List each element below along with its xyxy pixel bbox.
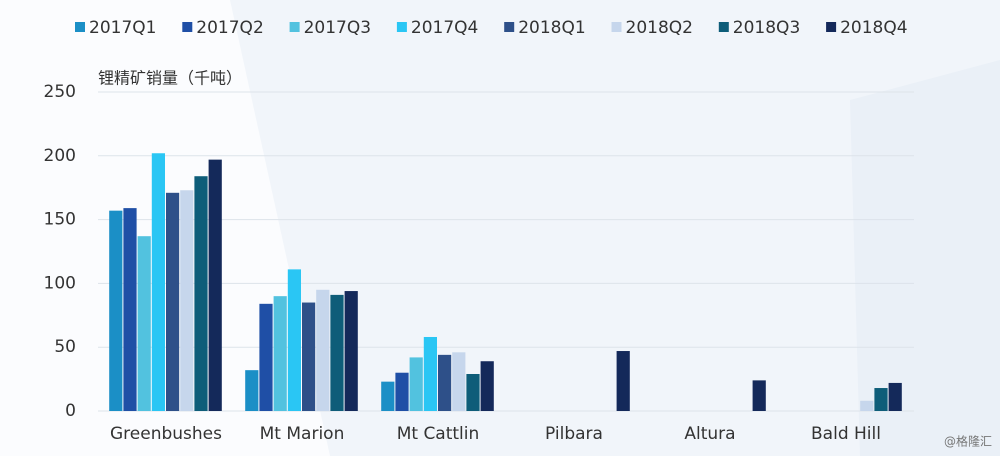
bar [381,381,395,411]
legend-swatch [826,22,837,32]
bar [438,354,452,411]
background-shape [230,0,1000,456]
bar [273,296,287,411]
x-tick-label: Greenbushes [110,424,222,444]
legend-label: 2017Q3 [304,18,371,38]
bar [287,269,301,411]
bar [752,380,766,411]
x-tick-label: Bald Hill [811,424,881,444]
legend-swatch [396,22,407,32]
y-tick-label: 0 [65,401,76,421]
bar [123,208,137,411]
x-tick-label: Mt Marion [260,424,345,444]
legend-label: 2018Q2 [626,18,693,38]
legend-swatch [75,22,85,32]
legend-label: 2018Q1 [518,18,585,38]
bar [860,400,874,411]
legend-label: 2017Q1 [89,18,156,38]
legend-swatch [182,22,193,32]
bar [344,291,358,411]
y-tick-label: 200 [44,146,76,166]
bar [302,302,316,411]
bar [151,153,165,412]
bar [423,336,437,411]
legend-label: 2017Q4 [411,18,478,38]
bar [208,159,222,411]
x-tick-label: Altura [684,424,735,444]
bar [395,372,409,411]
legend-swatch [289,22,300,32]
bar [137,236,151,411]
legend-swatch [504,22,515,32]
bar [166,192,180,411]
y-tick-label: 250 [44,82,76,102]
bar [180,190,194,411]
bar [452,352,466,411]
x-tick-label: Mt Cattlin [397,424,480,444]
y-tick-label: 50 [54,337,76,357]
bar [616,351,630,411]
legend-label: 2018Q4 [840,18,907,38]
watermark: @格隆汇 [944,434,992,449]
y-tick-label: 150 [44,210,76,230]
legend-label: 2017Q2 [196,18,263,38]
bar [259,303,273,411]
legend-swatch [611,22,622,32]
bar [316,289,330,411]
bar [109,210,123,411]
bar [480,361,494,411]
legend-swatch [718,22,729,32]
x-tick-label: Pilbara [545,424,603,444]
y-tick-label: 100 [44,273,76,293]
bar [330,294,344,411]
legend-label: 2018Q3 [733,18,800,38]
bar [874,388,888,411]
bar [466,373,480,411]
bar [194,176,208,411]
bar [409,357,423,411]
y-axis-label: 锂精矿销量（千吨） [98,69,242,88]
background-shape [850,60,1000,456]
bar [888,382,902,411]
bar [245,370,259,411]
